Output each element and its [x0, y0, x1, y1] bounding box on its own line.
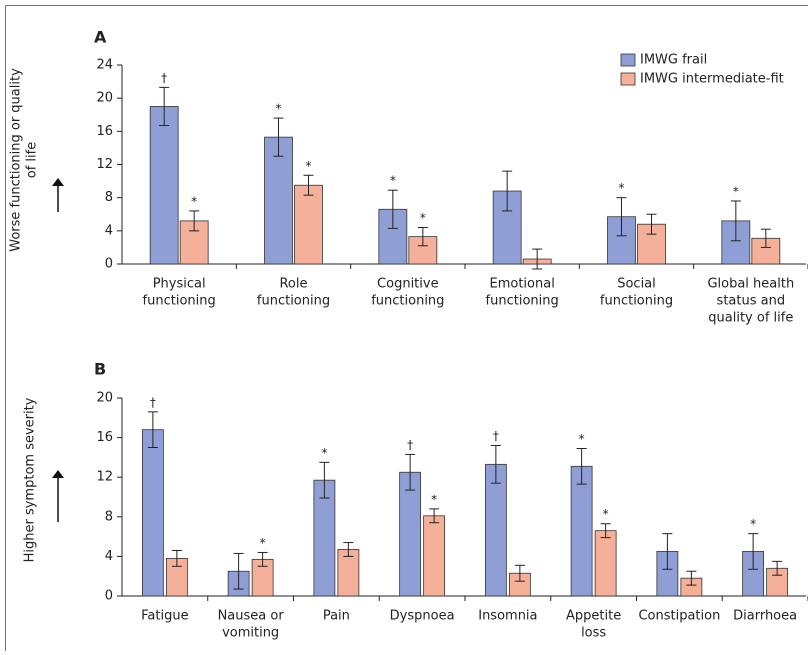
significance-marker: * [390, 174, 396, 188]
bar [595, 531, 616, 596]
bar [485, 464, 506, 596]
x-tick-label: Constipation [638, 609, 720, 624]
x-tick-label: quality of life [708, 311, 793, 326]
x-tick-label: Global health [707, 277, 794, 292]
y-tick-label: 20 [96, 91, 113, 106]
significance-marker: * [191, 194, 197, 208]
x-tick-label: Dyspnoea [390, 609, 455, 624]
x-tick-label: Emotional [490, 277, 555, 292]
legend-label: IMWG intermediate-fit [640, 72, 784, 87]
x-tick-label: functioning [143, 294, 216, 309]
significance-marker: * [260, 536, 266, 550]
y-tick-label: 12 [96, 470, 113, 485]
bar [571, 466, 592, 596]
significance-marker: * [750, 517, 756, 531]
significance-marker: * [420, 211, 426, 225]
x-tick-label: functioning [486, 294, 559, 309]
x-tick-label: Physical [153, 277, 206, 292]
x-tick-label: Social [617, 277, 656, 292]
legend-label: IMWG frail [640, 53, 707, 68]
x-tick-label: functioning [257, 294, 330, 309]
arrow-head [52, 470, 64, 478]
x-tick-label: Pain [323, 609, 350, 624]
y-tick-label: 16 [96, 430, 113, 445]
significance-marker: * [431, 492, 437, 506]
legend-swatch [621, 73, 635, 85]
significance-marker: * [733, 184, 739, 198]
legend-swatch [621, 54, 635, 66]
y-tick-label: 8 [105, 190, 113, 205]
arrow-head [52, 178, 64, 186]
bar [424, 516, 445, 596]
y-tick-label: 24 [96, 58, 113, 73]
significance-marker: † [161, 71, 167, 85]
x-tick-label: Fatigue [141, 609, 188, 624]
significance-marker: * [306, 159, 312, 173]
x-tick-label: Nausea or [218, 609, 285, 624]
significance-marker: † [407, 438, 413, 452]
significance-marker: † [493, 429, 499, 443]
significance-marker: * [276, 102, 282, 116]
y-axis-label: Higher symptom severity [23, 397, 38, 562]
y-axis-label: of life [25, 142, 40, 178]
panel-label: B [94, 360, 106, 379]
y-tick-label: 0 [105, 257, 113, 272]
x-tick-label: loss [581, 626, 606, 641]
y-tick-label: 20 [96, 391, 113, 406]
y-axis-label: Worse functioning or quality [9, 68, 24, 252]
x-tick-label: Appetite [566, 609, 621, 624]
x-tick-label: Cognitive [377, 277, 439, 292]
x-tick-label: functioning [371, 294, 444, 309]
x-tick-label: Insomnia [478, 609, 537, 624]
y-tick-label: 4 [105, 223, 113, 238]
bar [295, 185, 323, 264]
significance-marker: † [150, 395, 156, 409]
x-tick-label: vomiting [222, 626, 279, 641]
y-tick-label: 4 [105, 549, 113, 564]
x-tick-label: functioning [600, 294, 673, 309]
y-tick-label: 8 [105, 509, 113, 524]
x-tick-label: Role [279, 277, 307, 292]
bar [142, 430, 163, 596]
significance-marker: * [321, 446, 327, 460]
bar [150, 106, 178, 264]
x-tick-label: status and [717, 294, 786, 309]
y-tick-label: 12 [96, 157, 113, 172]
significance-marker: * [579, 432, 585, 446]
significance-marker: * [603, 507, 609, 521]
y-tick-label: 0 [105, 589, 113, 604]
y-tick-label: 16 [96, 124, 113, 139]
bar [400, 472, 421, 596]
significance-marker: * [619, 181, 625, 195]
panel-label: A [94, 28, 107, 47]
x-tick-label: Diarrhoea [733, 609, 797, 624]
